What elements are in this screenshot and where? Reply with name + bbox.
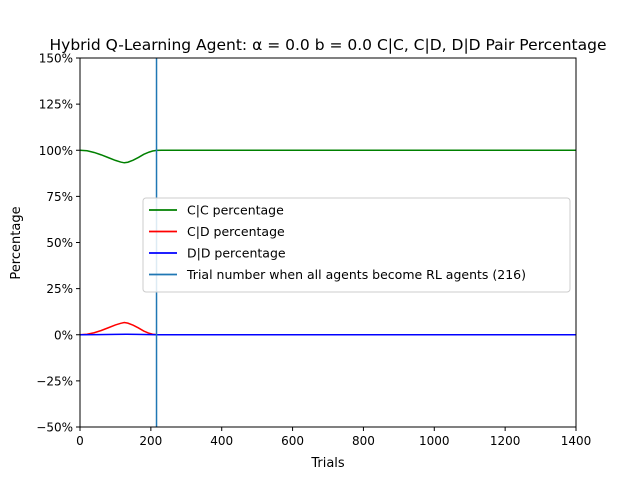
legend-label: D|D percentage	[187, 246, 286, 261]
y-tick-label: 0%	[54, 328, 73, 342]
chart-title: Hybrid Q-Learning Agent: α = 0.0 b = 0.0…	[49, 36, 606, 54]
legend-label: C|D percentage	[187, 224, 285, 239]
y-axis-label: Percentage	[9, 206, 24, 279]
x-tick-label: 0	[76, 434, 84, 448]
y-tick-label: 125%	[39, 98, 73, 112]
y-tick-label: −50%	[36, 421, 73, 435]
y-tick-label: 75%	[46, 190, 73, 204]
x-tick-label: 200	[139, 434, 162, 448]
x-axis-label: Trials	[310, 456, 345, 471]
y-tick-label: −25%	[36, 374, 73, 388]
legend-label: C|C percentage	[187, 203, 284, 218]
legend-label: Trial number when all agents become RL a…	[186, 267, 526, 282]
y-tick-label: 50%	[46, 236, 73, 250]
x-tick-label: 400	[210, 434, 233, 448]
x-tick-label: 600	[281, 434, 304, 448]
series-line-3	[80, 334, 576, 335]
x-tick-label: 1000	[419, 434, 450, 448]
x-tick-label: 1200	[490, 434, 521, 448]
y-tick-label: 25%	[46, 282, 73, 296]
y-tick-label: 150%	[39, 52, 73, 66]
x-tick-label: 800	[352, 434, 375, 448]
x-tick-label: 1400	[561, 434, 592, 448]
legend: C|C percentage C|D percentage D|D percenta…	[143, 198, 570, 292]
y-tick-label: 100%	[39, 144, 73, 158]
